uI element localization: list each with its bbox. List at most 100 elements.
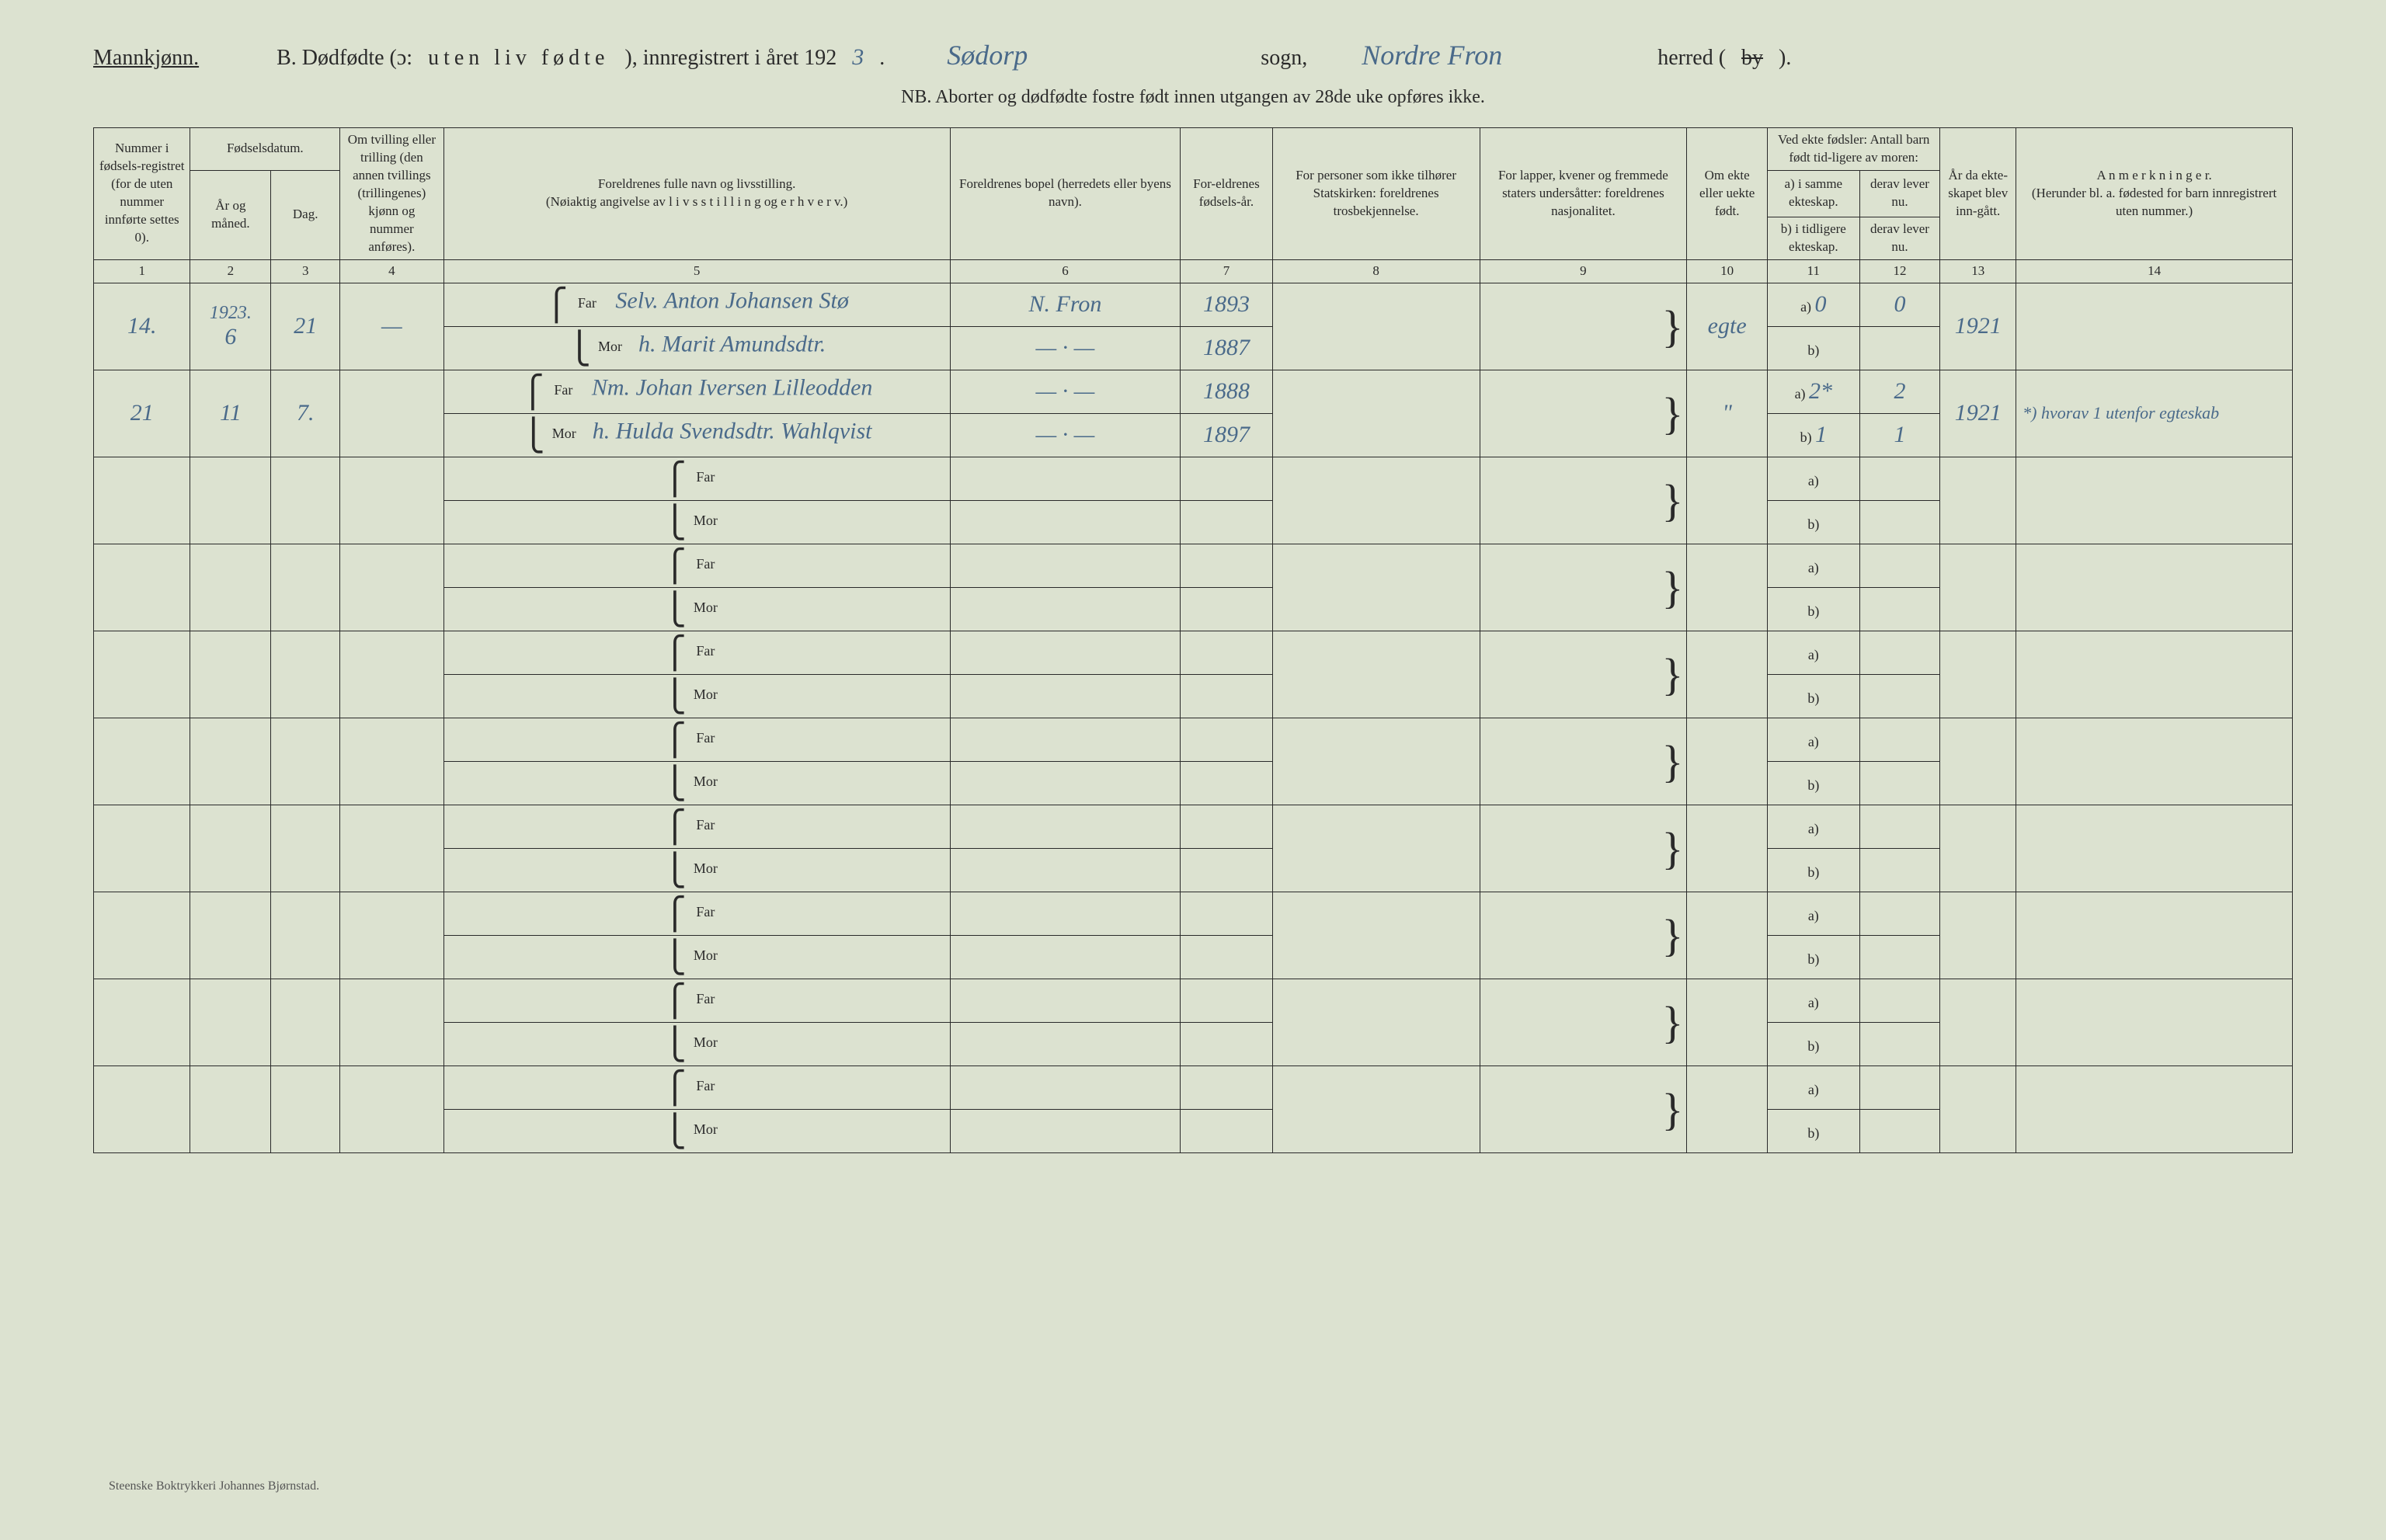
entry-12b <box>1859 1109 1940 1152</box>
entry-row-far: 21 11 7. ⎧ Far Nm. Johan Iversen Lilleod… <box>94 370 2293 413</box>
entry-row-far: ⎧ Far } a) <box>94 979 2293 1022</box>
entry-nationality: } <box>1480 283 1687 370</box>
far-name-cell: ⎧ Far <box>443 457 950 500</box>
entry-ekte: " <box>1687 370 1768 457</box>
entry-11a: a) <box>1768 805 1860 848</box>
entry-year-month <box>190 631 271 718</box>
entry-12b <box>1859 935 1940 979</box>
entry-religion <box>1272 631 1480 718</box>
entry-12a: 0 <box>1859 283 1940 326</box>
by-struck: by <box>1741 46 1763 71</box>
mor-year <box>1181 1109 1273 1152</box>
far-bopel <box>950 544 1180 587</box>
entry-num <box>94 544 190 631</box>
mor-bopel <box>950 761 1180 805</box>
entry-twin: — <box>340 283 443 370</box>
far-bopel: — · — <box>950 370 1180 413</box>
entry-aar <box>1940 979 2016 1065</box>
entry-11b: b) <box>1768 935 1860 979</box>
mor-bopel <box>950 1109 1180 1152</box>
entry-twin <box>340 979 443 1065</box>
far-name-cell: ⎧ Far Nm. Johan Iversen Lilleodden <box>443 370 950 413</box>
entry-12a <box>1859 1065 1940 1109</box>
entry-num <box>94 979 190 1065</box>
entry-row-far: ⎧ Far } a) <box>94 544 2293 587</box>
entry-12a <box>1859 892 1940 935</box>
far-bopel <box>950 718 1180 761</box>
entry-11a: a) <box>1768 631 1860 674</box>
entry-anm <box>2016 892 2293 979</box>
far-name-cell: ⎧ Far <box>443 631 950 674</box>
col-12a-head: derav lever nu. <box>1859 170 1940 217</box>
entry-anm <box>2016 718 2293 805</box>
far-bopel <box>950 1065 1180 1109</box>
col-7-head: For-eldrenes fødsels-år. <box>1181 128 1273 260</box>
far-year <box>1181 805 1273 848</box>
entry-12b <box>1859 848 1940 892</box>
entry-year-month <box>190 718 271 805</box>
col-11-head-top: Ved ekte fødsler: Antall barn født tid-l… <box>1768 128 1940 171</box>
register-table: Nummer i fødsels-registret (for de uten … <box>93 127 2293 1153</box>
mor-name-cell: ⎩ Mor <box>443 935 950 979</box>
entry-11a: a) <box>1768 892 1860 935</box>
entry-ekte <box>1687 892 1768 979</box>
entry-aar <box>1940 631 2016 718</box>
entry-religion <box>1272 1065 1480 1152</box>
far-bopel <box>950 892 1180 935</box>
col-11a-head: a) i samme ekteskap. <box>1768 170 1860 217</box>
entry-11b: b) <box>1768 326 1860 370</box>
entry-twin <box>340 631 443 718</box>
entry-aar <box>1940 544 2016 631</box>
far-name-cell: ⎧ Far <box>443 805 950 848</box>
far-bopel: N. Fron <box>950 283 1180 326</box>
entry-ekte <box>1687 457 1768 544</box>
entry-12a: 2 <box>1859 370 1940 413</box>
entry-11b: b) <box>1768 587 1860 631</box>
entry-12a <box>1859 979 1940 1022</box>
entry-row-far: ⎧ Far } a) <box>94 457 2293 500</box>
mor-year <box>1181 674 1273 718</box>
mor-year <box>1181 761 1273 805</box>
entry-12b <box>1859 761 1940 805</box>
entry-aar: 1921 <box>1940 283 2016 370</box>
entry-ekte <box>1687 979 1768 1065</box>
far-name-cell: ⎧ Far <box>443 892 950 935</box>
entry-nationality: } <box>1480 718 1687 805</box>
col-2-head-top: Fødselsdatum. <box>190 128 340 171</box>
herred-hand: Nordre Fron <box>1362 39 1502 71</box>
col-8-head: For personer som ikke tilhører Statskirk… <box>1272 128 1480 260</box>
entry-aar <box>1940 718 2016 805</box>
entry-aar <box>1940 457 2016 544</box>
entry-year-month <box>190 1065 271 1152</box>
entry-anm <box>2016 631 2293 718</box>
entry-day <box>271 718 340 805</box>
far-year <box>1181 979 1273 1022</box>
mor-bopel: — · — <box>950 326 1180 370</box>
entry-year-month <box>190 457 271 544</box>
entry-row-far: ⎧ Far } a) <box>94 718 2293 761</box>
mor-year <box>1181 587 1273 631</box>
entry-year-month <box>190 805 271 892</box>
mor-name-cell: ⎩ Mor h. Hulda Svendsdtr. Wahlqvist <box>443 413 950 457</box>
entry-12a <box>1859 718 1940 761</box>
entry-religion <box>1272 283 1480 370</box>
entry-ekte <box>1687 544 1768 631</box>
col-13-head: År da ekte-skapet blev inn-gått. <box>1940 128 2016 260</box>
entry-12a <box>1859 631 1940 674</box>
title-prefix: B. Dødfødte (ɔ: <box>277 46 412 71</box>
entry-12b <box>1859 500 1940 544</box>
entry-11b: b) <box>1768 761 1860 805</box>
entry-12b <box>1859 587 1940 631</box>
gender-label: Mannkjønn. <box>93 46 199 71</box>
entry-twin <box>340 1065 443 1152</box>
col-12b-head: derav lever nu. <box>1859 217 1940 259</box>
entry-row-far: ⎧ Far } a) <box>94 892 2293 935</box>
entry-num <box>94 805 190 892</box>
col-1-head: Nummer i fødsels-registret (for de uten … <box>94 128 190 260</box>
entry-nationality: } <box>1480 370 1687 457</box>
entry-11a: a) 0 <box>1768 283 1860 326</box>
far-year: 1888 <box>1181 370 1273 413</box>
entry-12b <box>1859 674 1940 718</box>
entry-twin <box>340 457 443 544</box>
table-head: Nummer i fødsels-registret (for de uten … <box>94 128 2293 283</box>
